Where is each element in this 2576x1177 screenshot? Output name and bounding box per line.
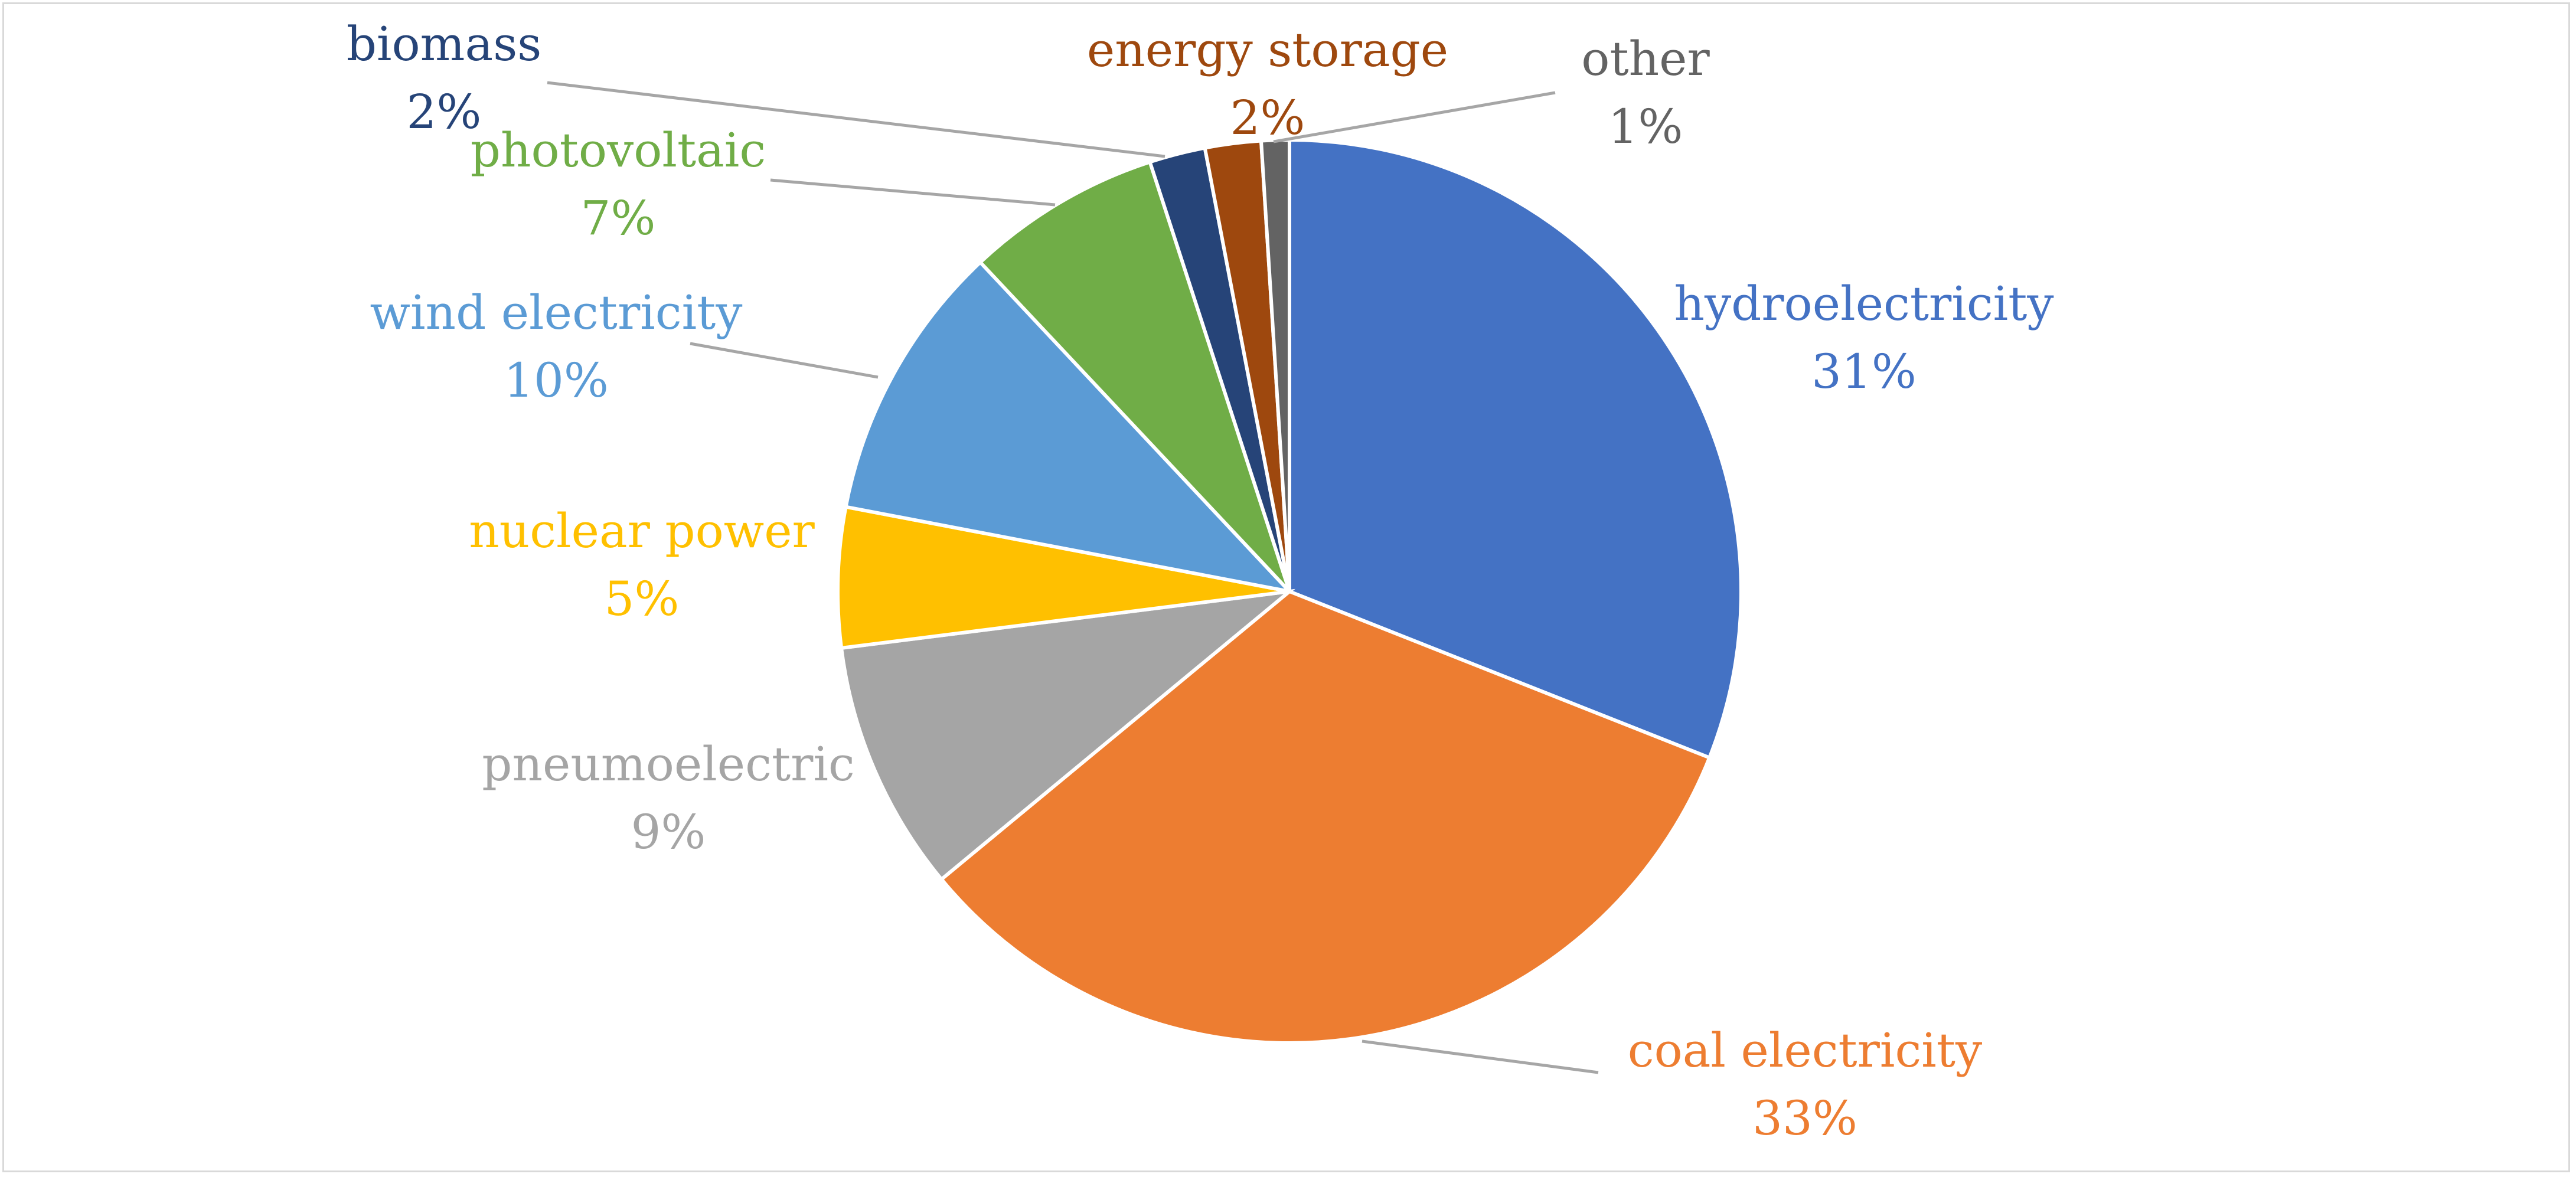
slice-label-pneumoelectric: pneumoelectric	[482, 737, 854, 792]
pie-slice-pneumoelectric	[839, 588, 1295, 882]
slice-label-photovoltaic: photovoltaic	[471, 123, 766, 178]
slice-percent-biomass: 2%	[407, 84, 482, 139]
pie-slice-hydroelectricity	[1288, 138, 1743, 760]
leader-line	[547, 81, 1165, 158]
slice-percent-photovoltaic: 7%	[581, 191, 656, 246]
leader-line	[690, 342, 879, 379]
pie-slice-wind-electricity	[844, 260, 1295, 594]
slice-label-nuclear-power: nuclear power	[469, 504, 815, 558]
slice-percent-wind-electricity: 10%	[504, 353, 609, 408]
pie-slice-nuclear-power	[836, 505, 1290, 650]
slice-percent-hydroelectricity: 31%	[1811, 344, 1917, 399]
slice-label-energy-storage: energy storage	[1087, 22, 1448, 77]
slice-percent-coal-electricity: 33%	[1752, 1091, 1857, 1146]
pie-chart: hydroelectricity 31% coal electricity 33% pn…	[347, 17, 2054, 1146]
slice-percent-nuclear-power: 5%	[605, 571, 680, 626]
leader-line	[1273, 91, 1556, 143]
pie-labels: hydroelectricity 31% coal electricity 33% pn…	[347, 17, 2054, 1146]
pie-slice-coal-electricity	[939, 589, 1712, 1045]
leader-line	[770, 178, 1056, 207]
pie-slices	[836, 138, 1743, 1045]
slice-percent-pneumoelectric: 9%	[631, 805, 706, 859]
pie-slice-photovoltaic	[978, 159, 1291, 593]
slice-label-coal-electricity: coal electricity	[1628, 1023, 1982, 1078]
leader-line	[1362, 1039, 1599, 1074]
slice-percent-other: 1%	[1608, 99, 1683, 154]
slice-label-biomass: biomass	[347, 17, 542, 71]
slice-percent-energy-storage: 2%	[1230, 90, 1305, 145]
slice-label-other: other	[1581, 31, 1710, 86]
slice-label-hydroelectricity: hydroelectricity	[1674, 276, 2053, 331]
slice-label-wind-electricity: wind electricity	[370, 285, 742, 340]
